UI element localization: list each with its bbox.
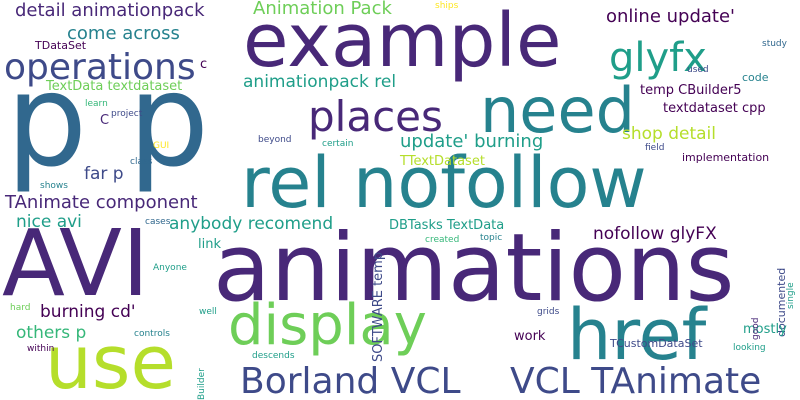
word-used: used <box>687 65 709 75</box>
word-detail-animationpack: detail animationpack <box>15 0 205 21</box>
word-update-burning: update' burning <box>400 131 544 152</box>
word-shop-detail: shop detail <box>622 124 717 144</box>
word-ttextdataset: TTextDataset <box>400 154 485 169</box>
word-animation-pack: Animation Pack <box>253 0 392 19</box>
word-example: example <box>243 0 562 84</box>
word-study: study <box>762 39 787 49</box>
word-nice-avi: nice avi <box>16 212 82 232</box>
word-good: good <box>751 317 761 340</box>
word-topic: topic <box>480 233 503 243</box>
word-display: display <box>228 293 427 358</box>
word-need: need <box>480 74 635 147</box>
word-anyone: Anyone <box>153 263 187 273</box>
word-created: created <box>425 235 460 245</box>
word-href: href <box>567 294 707 376</box>
word-burning-cd: burning cd' <box>40 302 136 322</box>
word-field: field <box>645 143 665 153</box>
word-textdata-textdataset: TextData textdataset <box>46 79 183 94</box>
word-within: within <box>27 344 55 354</box>
word-textdataset-cpp: textdataset cpp <box>663 101 766 116</box>
word-looking: looking <box>733 343 766 353</box>
word-software-temp: SOFTWARE temp <box>371 251 386 362</box>
word-c-lower: c <box>200 57 208 72</box>
word-online-update: online update' <box>606 6 735 27</box>
word-project: project <box>111 109 143 119</box>
word-single: single <box>786 282 796 309</box>
word-beyond: beyond <box>258 135 292 145</box>
word-p-p: p p <box>6 47 210 196</box>
word-animationpack-rel: animationpack rel <box>243 72 397 92</box>
word-operations: operations <box>4 47 196 88</box>
word-use: use <box>45 320 176 400</box>
word-borland-vcl: Borland VCL <box>240 361 461 400</box>
word-cases: cases <box>145 217 171 227</box>
word-grids: grids <box>537 307 560 317</box>
word-implementation: implementation <box>682 151 770 164</box>
word-controls: controls <box>134 329 170 339</box>
word-glyfx: glyfx <box>609 35 707 81</box>
word-learn: learn <box>85 99 108 109</box>
word-mostly: mostly <box>743 322 787 337</box>
word-dbtasks-textdata: DBTasks TextData <box>389 218 505 233</box>
word-c-upper: C <box>100 113 110 128</box>
word-tanimate-component: TAnimate component <box>5 192 198 213</box>
word-class: class <box>130 157 153 167</box>
word-certain: certain <box>322 139 354 149</box>
word-code: code <box>742 71 769 84</box>
word-shows: shows <box>40 181 68 191</box>
word-vcl-tanimate: VCL TAnimate <box>510 361 762 400</box>
word-anybody-recomend: anybody recomend <box>169 214 334 234</box>
word-others-p: others p <box>16 323 87 343</box>
word-avi: AVI <box>2 210 150 317</box>
word-come-across: come across <box>67 23 180 44</box>
word-tdataset: TDataSet <box>35 39 87 52</box>
word-temp-cbuilder5: temp CBuilder5 <box>640 83 742 98</box>
word-builder: Builder <box>197 368 207 400</box>
word-far-p: far p <box>84 164 124 184</box>
word-places: places <box>308 92 443 141</box>
word-link: link <box>198 237 221 252</box>
word-tcustomdataset: TCustomDataSet <box>610 337 703 350</box>
word-animations: animations <box>213 214 735 323</box>
word-nofollow-glyfx: nofollow glyFX <box>593 224 717 244</box>
word-rel-nofollow: rel nofollow <box>241 142 647 224</box>
word-work: work <box>514 329 546 344</box>
word-descends: descends <box>252 351 295 361</box>
word-gui: GUI <box>153 141 170 151</box>
word-hard: hard <box>10 303 31 313</box>
word-well: well <box>199 307 217 317</box>
word-ships: ships <box>435 1 459 11</box>
